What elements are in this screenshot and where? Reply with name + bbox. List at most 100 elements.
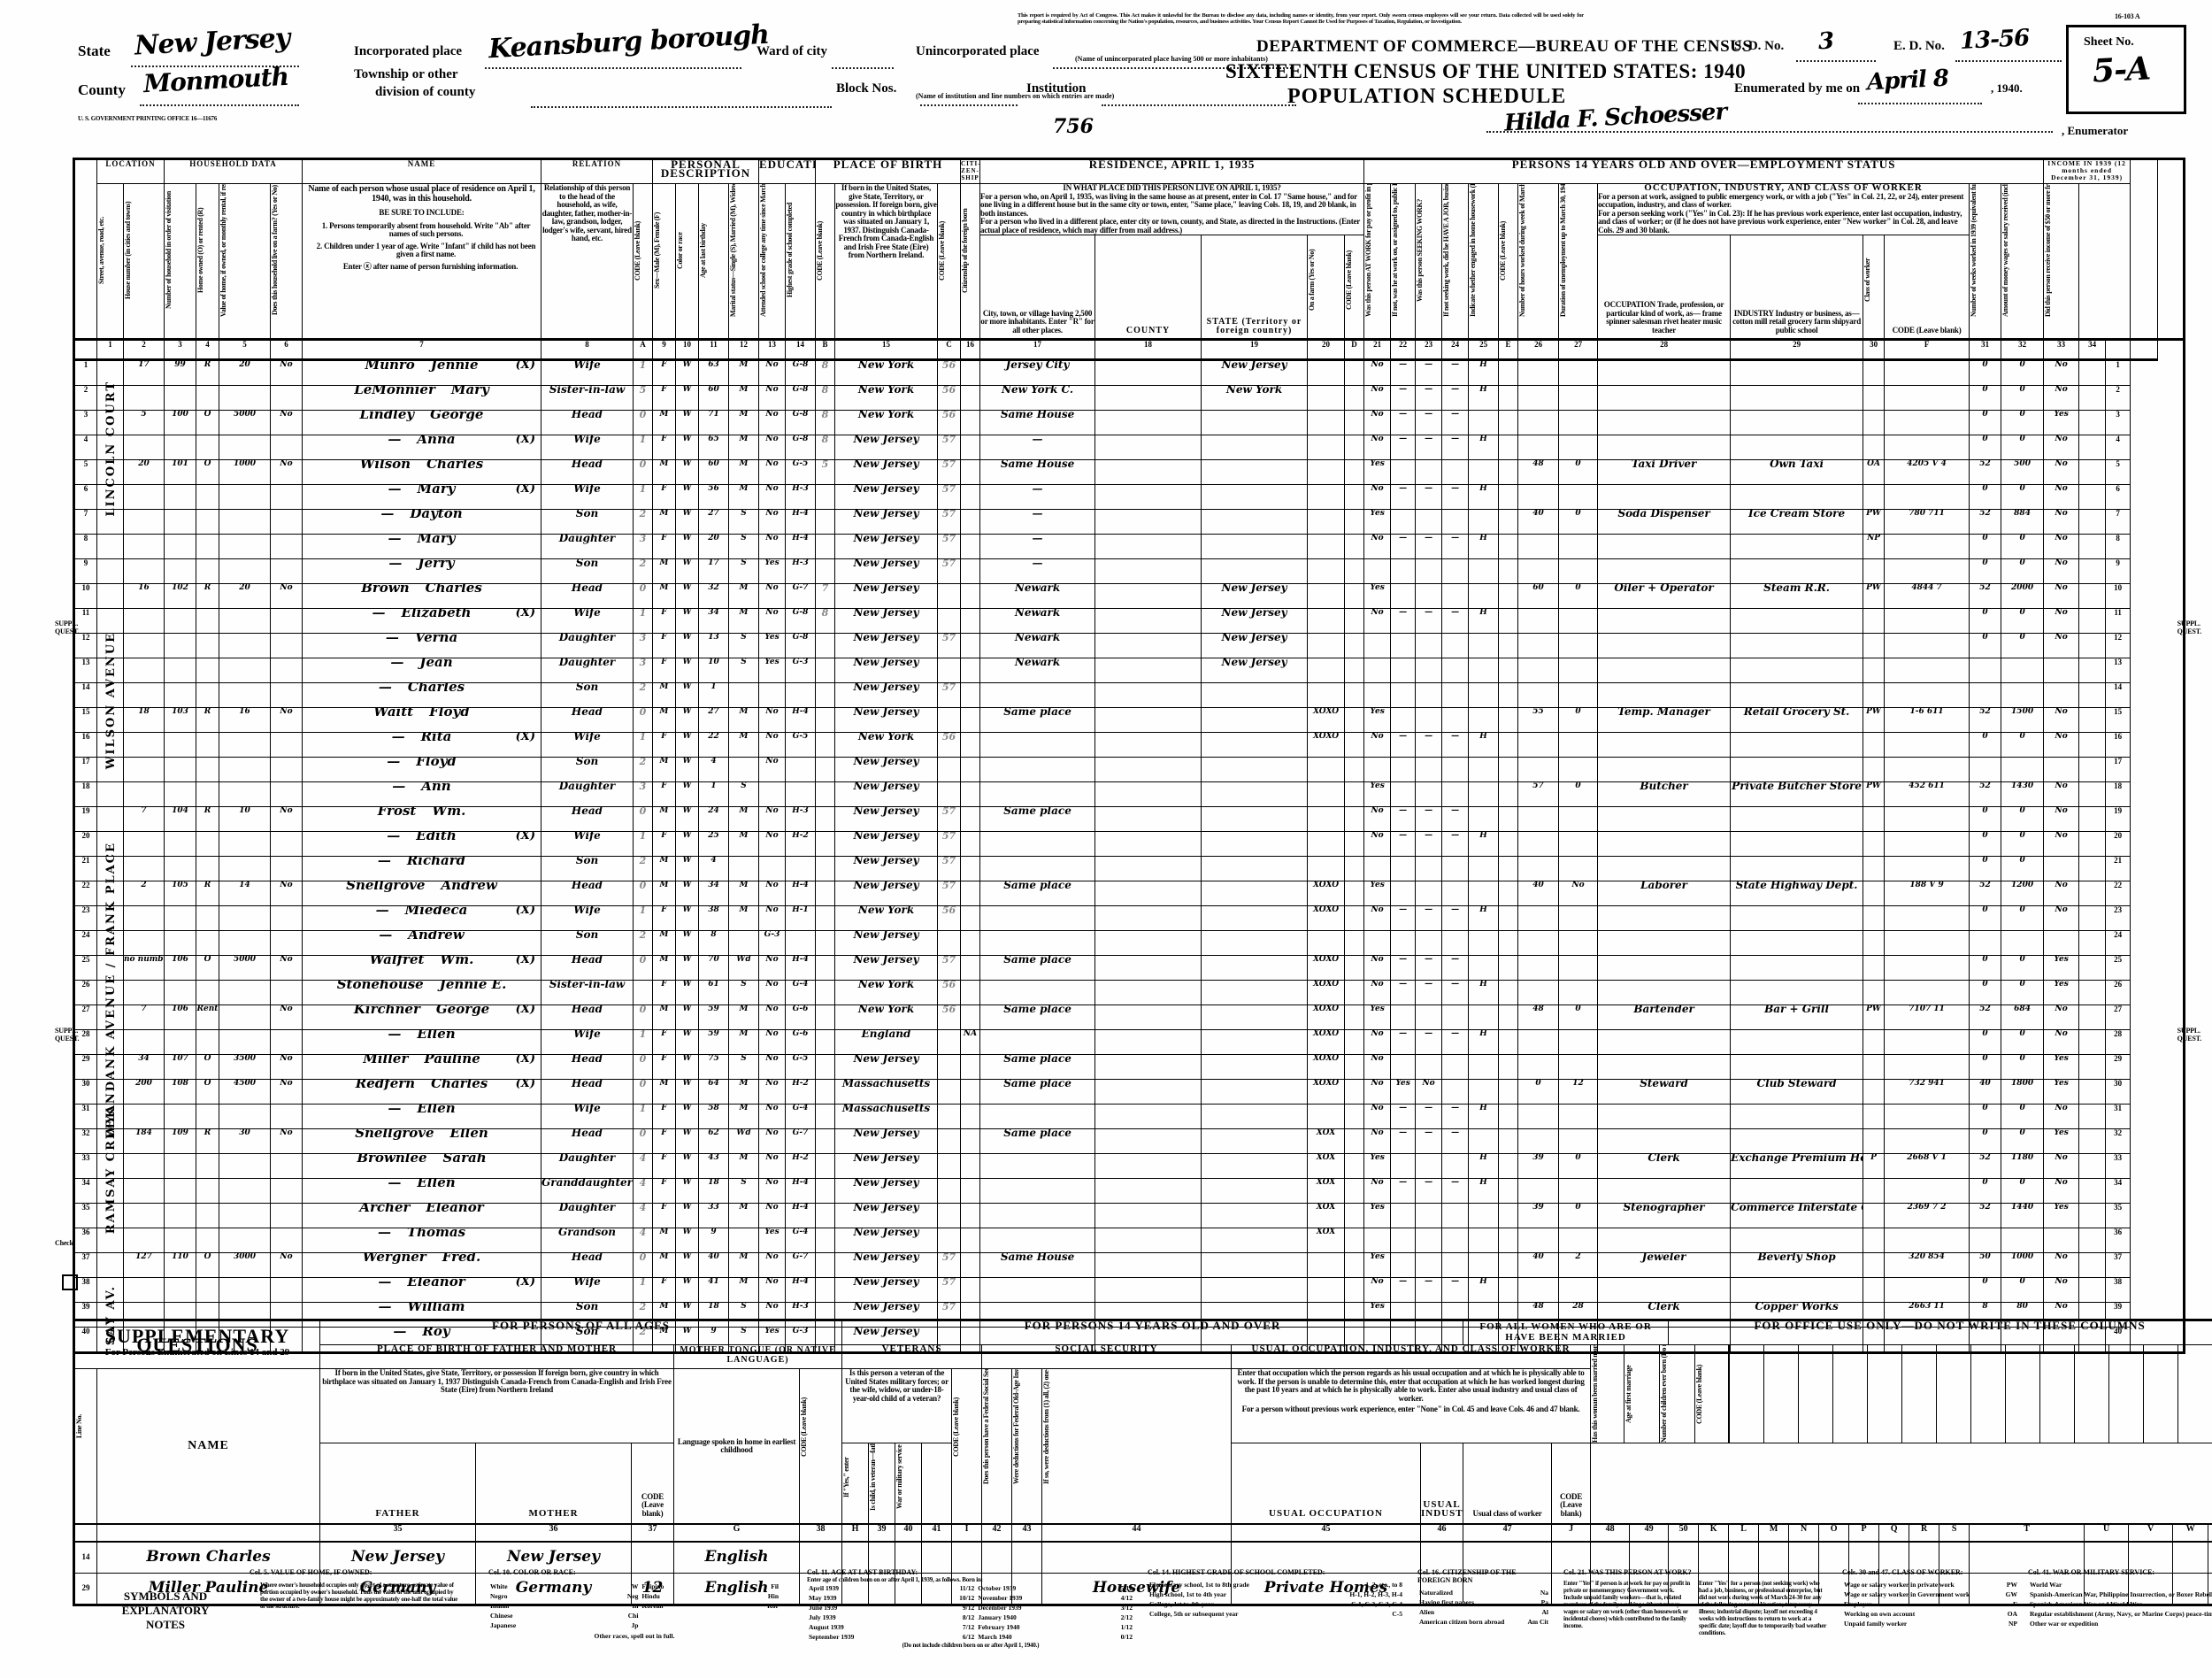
column-number: 26 xyxy=(1517,338,1560,361)
given-name: Fred. xyxy=(442,1252,481,1265)
form-header: State New Jersey County Monmouth Incorpo… xyxy=(0,0,2212,159)
cell-farm: No xyxy=(270,359,303,386)
cell-dur xyxy=(1558,1178,1599,1204)
cell-house_no xyxy=(123,856,165,881)
table-row[interactable]: 31— Ellen Wife 1 F W 58 M No G-4 Massachusetts No — —… xyxy=(73,1104,2185,1129)
cell-q21: No xyxy=(1363,1128,1392,1154)
cell-ind xyxy=(1730,534,1864,559)
table-row[interactable]: 13— Jean Daughter 3 F W 10 S Yes G-3 New Jersey New… xyxy=(73,658,2185,683)
table-row[interactable]: 14— Charles Son 2 M W 1 New Jersey 57 14 xyxy=(73,682,2185,708)
cell-codeC xyxy=(936,1104,962,1129)
table-row[interactable]: 28— Ellen Wife 1 F W 59 M No G-6 England NA XOXO No — —… xyxy=(73,1029,2185,1055)
table-row[interactable]: 1 17 99 R 20 No Munro Jennie (X) Wife 1 F W 63 M No G-8 8… xyxy=(73,359,2185,386)
suppl-column-number: Q xyxy=(1878,1523,1910,1543)
table-row[interactable]: 23— Miedeca (X) Wife 1 F W 38 M No H-1 New York 56 XO… xyxy=(73,905,2185,931)
table-row[interactable]: 21— Richard Son 2 M W 4 New Jersey 57 0 0 21 xyxy=(73,856,2185,881)
table-row[interactable]: 29 34 107 O 3500 No Miller Pauline (X) Head 0 F W 75 S… xyxy=(73,1054,2185,1080)
cell-res_state xyxy=(1201,930,1309,956)
cell-hh: 105 xyxy=(164,881,196,906)
table-row[interactable]: 2 LeMonnier Mary Sister-in-law 5 F W 60 M No G-8 8 N… xyxy=(73,385,2185,411)
vhead-had-job: If not seeking work, did he HAVE A JOB, … xyxy=(1442,183,1451,318)
table-row[interactable]: 36— Thomas Grandson 4 M W 9 Yes G-4 New Jersey XOX… xyxy=(73,1228,2185,1253)
table-row[interactable]: 34— Ellen Granddaughter 4 F W 18 S No H-4 New Jers… xyxy=(73,1178,2185,1204)
table-row[interactable]: 30 200 108 O 4500 No Redfern Charles (X) Head 0 M W 6… xyxy=(73,1079,2185,1105)
table-row[interactable]: 10 16 102 R 20 No Brown Charles Head 0 M W 32 M No G-7 7… xyxy=(73,583,2185,609)
table-row[interactable]: 4— Anna (X) Wife 1 F W 65 M No G-8 8 New Jersey 57— No… xyxy=(73,435,2185,460)
cell-res_state xyxy=(1201,1104,1309,1129)
table-row[interactable]: 27 7 106 Rent No Kirchner George (X) Head 0 M W 59 M N… xyxy=(73,1004,2185,1030)
cell-farmsch xyxy=(2078,856,2107,881)
cell-codeD xyxy=(1344,707,1365,733)
suppl-cell xyxy=(895,1573,923,1605)
cell-farmsch xyxy=(2078,658,2107,683)
person-name-cell: Wilson Charles xyxy=(302,459,541,485)
table-row[interactable]: 11— Elizabeth (X) Wife 1 F W 34 M No G-8 8 New Jerse… xyxy=(73,608,2185,634)
cell-cit xyxy=(960,633,981,658)
table-row[interactable]: 20— Edith (X) Wife 1 F W 25 M No H-2 New Jersey 57 No… xyxy=(73,831,2185,857)
table-row[interactable]: 32 184 109 R 30 No Snellgrove Ellen Head 0 F W 62 Wd N… xyxy=(73,1128,2185,1154)
cell-hours xyxy=(1517,905,1560,931)
table-row[interactable]: 35 Archer Eleanor Daughter 4 F W 33 M No H-4 New Je… xyxy=(73,1203,2185,1228)
person-name-cell: — Miedeca (X) xyxy=(302,905,541,931)
suppl-table-row[interactable]: 29 Miller Pauline Germany Germany 12 English H… xyxy=(73,1573,2212,1605)
cell-res_county xyxy=(1094,757,1202,782)
surname: — xyxy=(388,1178,402,1190)
cell-code xyxy=(1884,806,1970,832)
cell-amount: 0 xyxy=(2001,1054,2045,1080)
table-row[interactable]: 16— Rita (X) Wife 1 F W 22 M No G-5 New York 56 XOXO N… xyxy=(73,732,2185,758)
table-row[interactable]: 8— Mary Daughter 3 F W 20 S No H-4 New Jersey 57— No… xyxy=(73,534,2185,559)
cell-house_no: 200 xyxy=(123,1079,165,1105)
cell-res_state xyxy=(1201,509,1309,535)
cell-sex: F xyxy=(652,658,676,683)
cell-codeA: 4 xyxy=(633,1203,653,1228)
cell-weeks xyxy=(1969,757,2002,782)
cell-att: No xyxy=(758,732,786,758)
suppl-col-usualind: USUAL INDUSTRY xyxy=(1420,1443,1464,1525)
cell-amount: 1800 xyxy=(2001,1079,2045,1105)
table-row[interactable]: 3 5 100 O 5000 No Lindley George Head 0 M W 71 M No G-8… xyxy=(73,410,2185,435)
cell-hh xyxy=(164,484,196,510)
suppl-office-cell xyxy=(2172,1573,2209,1605)
table-row[interactable]: 5 20 101 O 1000 No Wilson Charles Head 0 M W 60 M No G-… xyxy=(73,459,2185,485)
table-row[interactable]: 33 Brownlee Sarah Daughter 4 F W 43 M No H-2 New Je… xyxy=(73,1153,2185,1179)
table-row[interactable]: 24— Andrew Son 2 M W 8 G-3 New Jersey 24 xyxy=(73,930,2185,956)
cell-other: No xyxy=(2043,1104,2080,1129)
cell-hours: 40 xyxy=(1517,509,1560,535)
cell-res_county xyxy=(1094,558,1202,584)
cell-ind xyxy=(1730,806,1864,832)
cell-farm xyxy=(270,509,303,535)
table-row[interactable]: 22 2 105 R 14 No Snellgrove Andrew Head 0 M W 34 M No H… xyxy=(73,881,2185,906)
table-row[interactable]: 9— Jerry Son 2 M W 17 S Yes H-3 New Jersey 57—0 0 No 9 xyxy=(73,558,2185,584)
table-row[interactable]: 26 Stonehouse Jennie E. Sister-in-law F W 61 S N… xyxy=(73,980,2185,1005)
cell-farmsch xyxy=(2078,1128,2107,1154)
cell-hh xyxy=(164,781,196,807)
surname: — xyxy=(392,781,406,794)
surname: Archer xyxy=(359,1203,411,1215)
cell-res_city: Same place xyxy=(979,881,1096,906)
note-label: October 1939 xyxy=(978,1584,1017,1592)
cell-farmsch xyxy=(2078,930,2107,956)
table-row[interactable]: 17— Floyd Son 2 M W 4 No New Jersey 17 xyxy=(73,757,2185,782)
cell-or: O xyxy=(196,1079,219,1105)
table-row[interactable]: 6— Mary (X) Wife 1 F W 56 M No H-3 New Jersey 57— No —… xyxy=(73,484,2185,510)
table-row[interactable]: 19 7 104 R 10 No Frost Wm. Head 0 M W 24 M No H-3 New Je… xyxy=(73,806,2185,832)
table-row[interactable]: 38— Eleanor (X) Wife 1 F W 41 M No H-4 New Jersey 57… xyxy=(73,1277,2185,1303)
cell-birth: New York xyxy=(834,732,938,758)
cell-codeB xyxy=(815,1252,835,1278)
table-row[interactable]: 37 127 110 O 3000 No Wergner Fred. Head 0 M W 40 M No G… xyxy=(73,1252,2185,1278)
cell-amount: 0 xyxy=(2001,359,2045,386)
cell-or: R xyxy=(196,707,219,733)
column-number: 22 xyxy=(1390,338,1417,361)
given-name: George xyxy=(430,410,484,422)
table-row[interactable]: 7— Dayton Son 2 M W 27 S No H-4 New Jersey 57— Yes 40… xyxy=(73,509,2185,535)
cell-value xyxy=(219,608,271,634)
suppl-table-row[interactable]: 14 Brown Charles New Jersey New Jersey Engli… xyxy=(73,1541,2212,1574)
cell-codeC: 57 xyxy=(936,509,962,535)
cell-q21: Yes xyxy=(1363,1252,1392,1278)
cell-codeA: 1 xyxy=(633,831,653,857)
table-row[interactable]: 15 18 103 R 16 No Waitt Floyd Head 0 M W 27 M No H-4 New… xyxy=(73,707,2185,733)
table-row[interactable]: 18— Ann Daughter 3 F W 1 S New Jersey Yes 57 0 Butch… xyxy=(73,781,2185,807)
table-row[interactable]: 12— Verna Daughter 3 F W 13 S Yes G-8 New Jersey 57… xyxy=(73,633,2185,658)
cell-codeE xyxy=(1498,980,1519,1005)
